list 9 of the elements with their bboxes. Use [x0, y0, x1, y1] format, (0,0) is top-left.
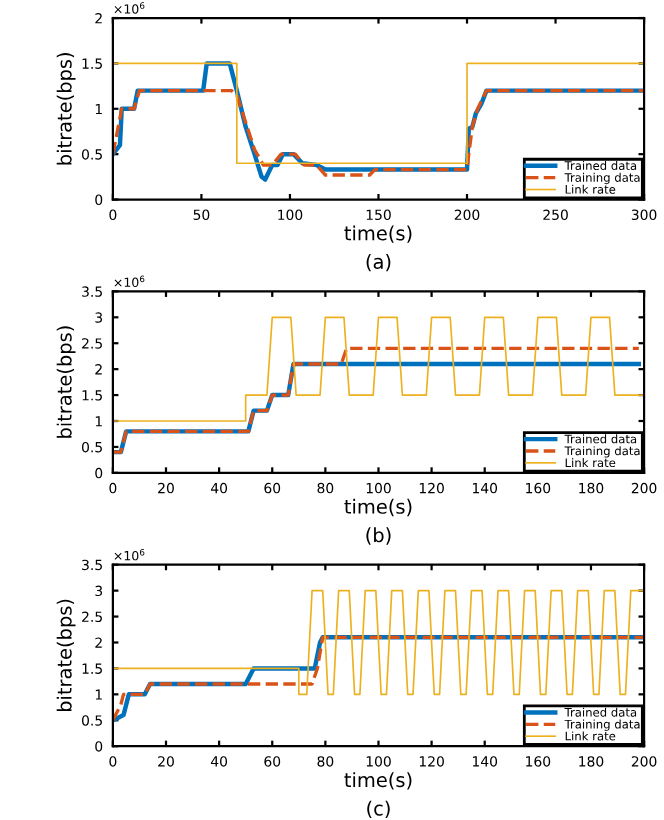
y-axis-title: bitrate(bps) — [56, 53, 76, 165]
x-axis-title: time(s) — [344, 772, 412, 790]
x-axis-title: time(s) — [344, 225, 412, 243]
y-axis-title: bitrate(bps) — [56, 599, 76, 712]
text: (b) — [366, 527, 391, 545]
x-axis-title: time(s) — [344, 498, 412, 517]
y-axis-title: bitrate(bps) — [56, 326, 76, 438]
text: (a) — [366, 254, 391, 272]
text: (c) — [367, 800, 390, 818]
